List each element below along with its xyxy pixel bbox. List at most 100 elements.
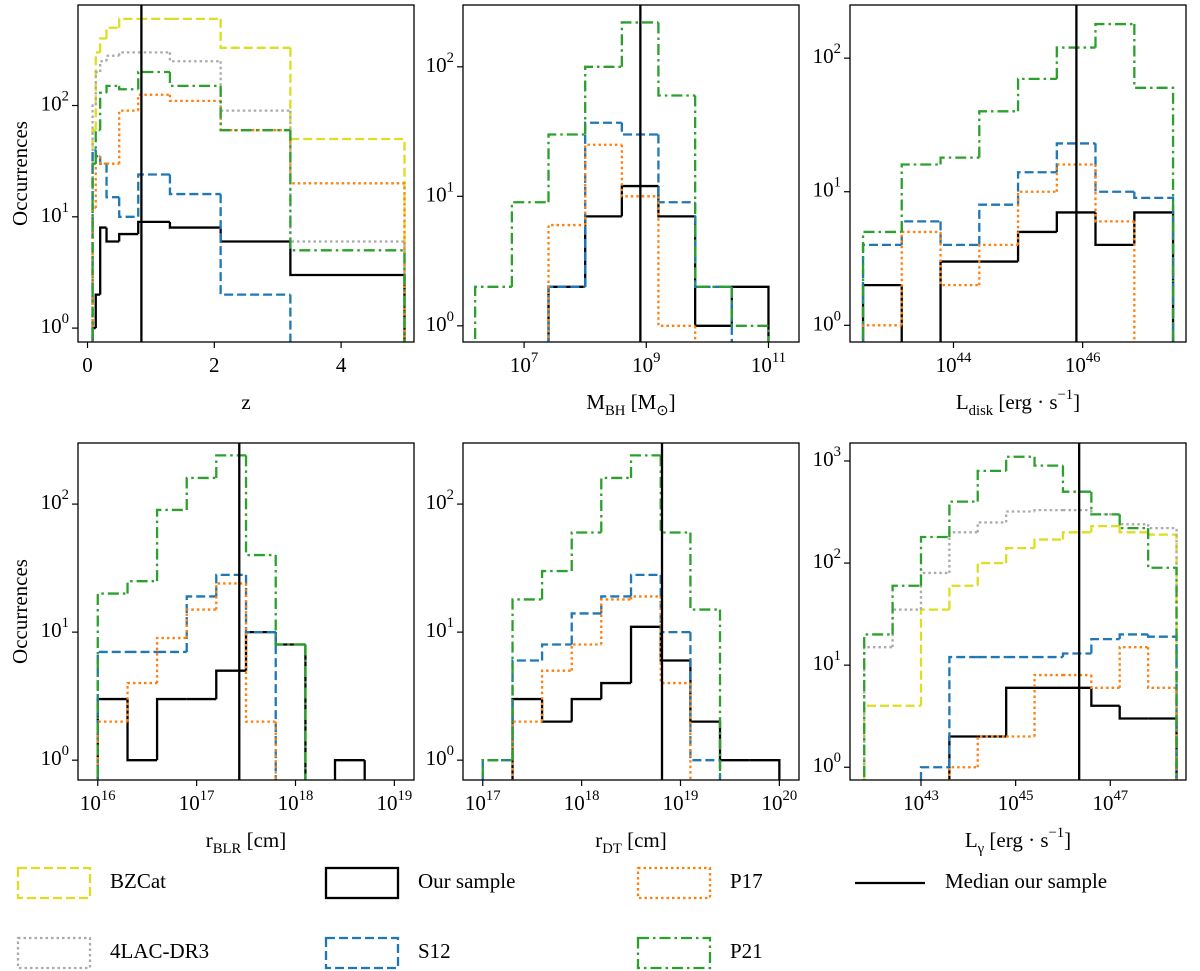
series	[473, 21, 770, 342]
hist-step	[219, 100, 291, 132]
axes-frame	[77, 442, 415, 781]
hist-step	[1090, 637, 1120, 654]
x-axis-label: rBLR [cm]	[206, 828, 286, 858]
hist-step	[99, 226, 107, 295]
hist-step	[1090, 524, 1120, 533]
hist-step	[600, 598, 632, 645]
hist-step	[659, 455, 691, 534]
hist-step	[659, 574, 691, 634]
hist-step	[118, 232, 139, 242]
hist-step	[861, 230, 902, 342]
y-tick-label: 100	[41, 311, 69, 337]
hist-step	[91, 104, 96, 342]
hist-step	[1133, 191, 1175, 342]
hist-step	[900, 220, 941, 245]
legend-swatch	[636, 936, 712, 970]
hist-step	[289, 130, 406, 342]
hist-step	[1033, 456, 1063, 467]
hist-step	[861, 243, 902, 342]
hist-step	[976, 469, 1007, 502]
hist-step	[540, 699, 572, 723]
hist-step	[659, 596, 691, 685]
hist-step	[861, 324, 902, 342]
y-tick-label: 101	[813, 649, 841, 675]
hist-step	[863, 633, 893, 780]
x-tick-label: 109	[632, 350, 660, 376]
hist-step	[629, 625, 661, 684]
hist-step	[215, 454, 247, 478]
hist-step	[99, 60, 107, 73]
hist-step	[289, 130, 406, 342]
hist-step	[540, 569, 572, 600]
hist-step	[1005, 510, 1035, 523]
hist-step	[584, 65, 622, 135]
legend-swatch	[16, 936, 92, 970]
hist-step	[510, 201, 549, 287]
legend-swatch	[16, 866, 92, 900]
x-tick-label: 1043	[903, 788, 939, 814]
hist-step	[976, 735, 1007, 768]
hist-step	[168, 174, 221, 196]
hist-step	[215, 573, 247, 597]
plot-area	[96, 443, 366, 780]
hist-step	[689, 532, 721, 611]
hist-step	[304, 644, 307, 780]
hist-step	[547, 223, 586, 342]
hist-step	[96, 592, 128, 780]
x-tick-label: 1045	[998, 788, 1034, 814]
x-tick-label: 1016	[80, 788, 116, 814]
hist-step	[694, 216, 732, 327]
hist-step	[185, 595, 217, 652]
hist-step	[1118, 514, 1149, 526]
hist-step	[168, 221, 221, 229]
hist-step	[939, 221, 980, 247]
hist-step	[155, 697, 187, 761]
hist-step	[126, 580, 158, 594]
hist-step	[99, 37, 107, 53]
hist-step	[511, 720, 543, 780]
hist-step	[694, 95, 732, 288]
hist-step	[94, 70, 101, 106]
hist-step	[289, 47, 406, 342]
hist-step	[473, 285, 512, 342]
series	[511, 625, 781, 780]
series	[91, 93, 406, 342]
hist-step	[1005, 455, 1035, 471]
hist-step	[511, 598, 543, 761]
series	[511, 595, 692, 780]
hist-step	[105, 26, 120, 39]
hist-step	[657, 134, 696, 204]
hist-step	[891, 608, 921, 648]
hist-step	[863, 646, 893, 780]
hist-step	[91, 148, 96, 342]
series	[863, 508, 1178, 780]
hist-step	[919, 608, 950, 706]
x-tick-label: 1017	[465, 788, 501, 814]
hist-step	[1133, 24, 1175, 342]
hist-step	[168, 72, 221, 88]
panel: 1016 1017 1018 1019 100 101 102 rBLR [cm] Occurr…	[8, 442, 415, 858]
hist-step	[274, 632, 306, 646]
axes-frame	[77, 4, 415, 343]
hist-step	[94, 293, 101, 329]
hist-step	[1094, 143, 1135, 193]
hist-step	[659, 626, 691, 662]
hist-step	[547, 285, 586, 342]
hist-step	[118, 51, 139, 56]
hist-step	[689, 660, 721, 723]
hist-step	[600, 476, 632, 533]
hist-step	[1005, 546, 1035, 564]
hist-step	[570, 531, 602, 572]
hist-step	[185, 476, 217, 510]
hist-step	[99, 91, 107, 131]
hist-step	[1055, 46, 1096, 79]
hist-step	[155, 508, 187, 582]
x-tick-label: 107	[510, 350, 538, 376]
hist-step	[620, 184, 659, 217]
hist-step	[900, 230, 941, 326]
y-tick-label: 101	[426, 180, 454, 206]
panel: 107 109 1011 100 101 102 MBH [M⊙]	[426, 4, 800, 419]
hist-step	[948, 766, 978, 780]
hist-step	[584, 143, 622, 226]
hist-step	[978, 243, 1019, 286]
